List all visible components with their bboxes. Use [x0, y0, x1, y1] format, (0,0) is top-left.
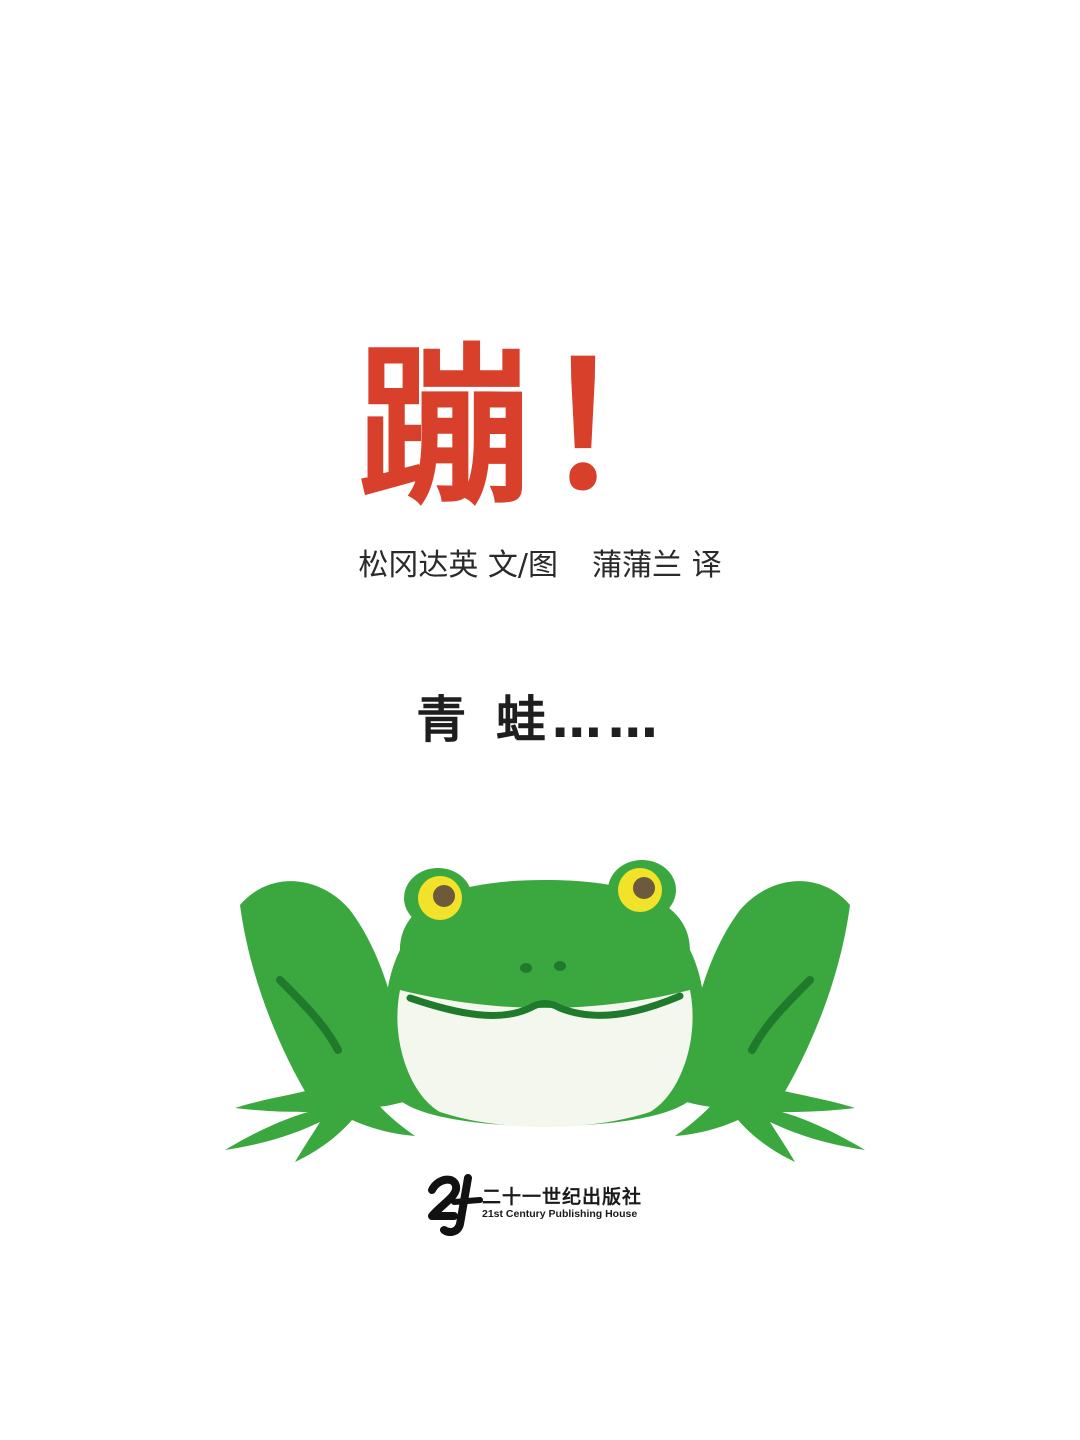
publisher-name-cn: 二十一世纪出版社 — [482, 1186, 643, 1208]
frog-right-foot — [675, 1090, 865, 1162]
publisher-name-en: 21st Century Publishing House — [482, 1208, 638, 1220]
publisher-logo-icon — [428, 1174, 483, 1236]
frog-mouth — [406, 992, 684, 1019]
frog-illustration — [225, 860, 865, 1162]
frog-left-nostril — [520, 963, 532, 973]
frog-right-leg-line — [748, 976, 814, 1054]
frog-right-pupil — [633, 877, 655, 899]
frog-left-pupil — [433, 885, 455, 907]
frog-right-nostril — [554, 961, 566, 971]
publisher-block: 二十一世纪出版社 21st Century Publishing House — [424, 1170, 684, 1240]
author-credit: 松冈达英 文/图 — [358, 548, 559, 583]
credits-line: 松冈达英 文/图 蒲蒲兰 译 — [0, 544, 1080, 588]
frog-left-foot — [225, 1090, 415, 1162]
book-title: 蹦！ — [358, 327, 722, 528]
frog-left-leg-line — [276, 976, 342, 1054]
subtitle-text: 青 蛙…… — [416, 691, 664, 749]
frog-right-leg — [680, 881, 850, 1109]
frog-left-leg — [240, 881, 410, 1109]
translator-credit: 蒲蒲兰 译 — [592, 548, 722, 583]
frog-belly — [397, 990, 693, 1127]
